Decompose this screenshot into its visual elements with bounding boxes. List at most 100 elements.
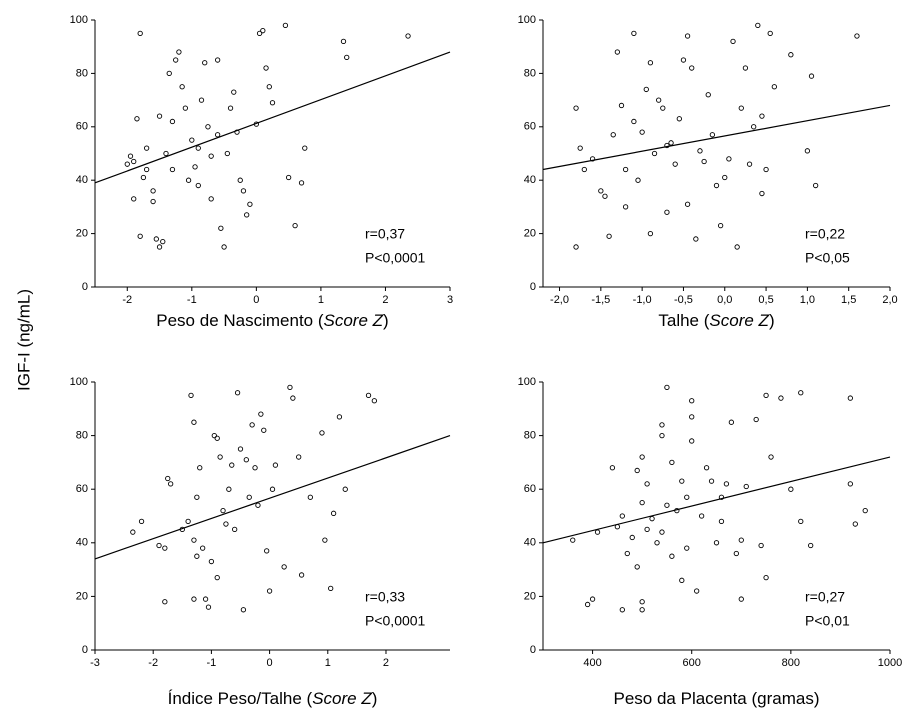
point [176,49,182,55]
point [684,545,690,551]
y-tick-label: 20 [76,228,88,240]
point [718,518,725,525]
y-tick-label: 100 [518,14,536,26]
point [298,572,305,578]
x-tick-label: 2 [383,657,389,669]
point [570,537,576,543]
point [202,60,208,66]
point [660,105,666,111]
point [240,188,247,194]
point [247,201,253,207]
y-tick-label: 20 [524,590,536,602]
point [758,542,764,549]
y-tick-label: 100 [70,14,88,26]
x-axis-label-part: Score Z [324,311,384,330]
point [767,30,773,36]
point [639,129,645,135]
point [679,478,685,484]
y-tick-label: 60 [524,121,536,133]
y-tick-label: 40 [76,174,88,186]
y-tick-label: 40 [524,537,536,549]
point [261,427,267,433]
point [664,384,670,391]
point [143,145,150,151]
point [281,564,287,570]
point [808,542,814,549]
fit-line [542,104,891,171]
point [189,137,195,143]
x-tick-label: -1,0 [633,294,652,306]
x-axis-label-part: Score Z [312,689,372,708]
point [191,419,197,425]
point [664,142,670,149]
point [644,481,650,487]
point [689,438,695,444]
y-tick-label: 80 [524,67,536,79]
point [730,38,736,45]
point [328,585,334,592]
point [862,507,868,514]
point [798,390,804,396]
annotation: r=0,27 [805,589,845,605]
point [195,182,201,189]
point [713,540,720,546]
point [598,188,604,194]
point [137,30,143,36]
point [336,414,343,420]
point [344,54,350,61]
y-tick-label: 80 [76,67,88,79]
point [227,105,234,111]
annotation: P<0,05 [805,250,850,266]
point [290,395,296,401]
point [150,198,156,205]
x-tick-label: 2 [382,294,388,306]
point [664,209,670,215]
point [340,38,347,45]
point [220,507,226,514]
point [224,150,230,157]
point [153,236,159,242]
x-tick-label: -2,0 [550,294,569,306]
point [191,596,197,602]
point [405,33,411,39]
y-tick-label: 0 [82,281,88,293]
point [808,73,815,79]
x-tick-label: 3 [447,294,453,306]
x-axis-label-part: Peso da Placenta (gramas) [614,689,820,708]
point [634,564,640,570]
point [573,105,579,111]
x-tick-label: 0,0 [717,294,732,306]
y-tick-label: 0 [82,644,88,656]
x-axis-label: Talhe (Score Z) [658,311,774,330]
point [208,153,214,159]
point [644,526,650,533]
x-tick-label: 1000 [878,657,902,669]
y-tick-label: 40 [524,174,536,186]
point [223,521,229,527]
x-tick-label: 0,5 [758,294,773,306]
x-tick-label: 2,0 [882,294,897,306]
point [610,132,616,138]
point [639,607,645,613]
x-tick-label: 800 [782,657,800,669]
point [674,507,680,514]
point [763,392,769,399]
y-tick-label: 20 [524,228,536,240]
point [371,398,377,404]
point [684,201,691,207]
point [194,553,200,559]
point [763,574,769,581]
point [759,113,765,119]
point [156,113,163,119]
point [282,22,289,28]
y-tick-label: 40 [76,537,88,549]
point [798,518,804,525]
point [202,596,209,602]
point [166,70,172,77]
point [260,28,266,34]
point [231,89,237,95]
point [847,481,853,487]
point [330,510,337,516]
point [269,100,276,106]
